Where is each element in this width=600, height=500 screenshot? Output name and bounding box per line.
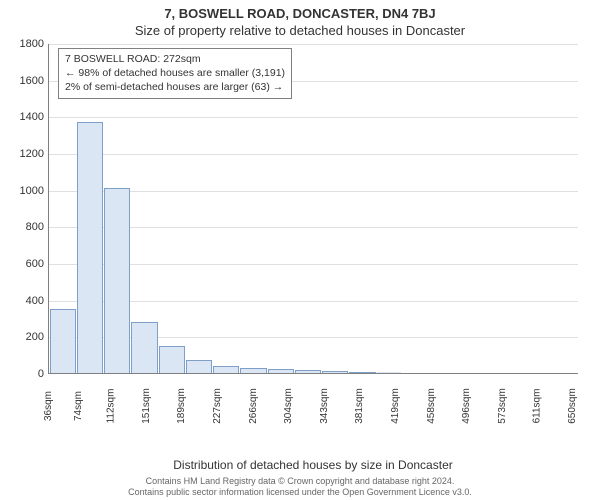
x-tick-label: 496sqm xyxy=(461,388,501,424)
y-tick-label: 400 xyxy=(4,295,44,307)
chart-area: 020040060080010001200140016001800 36sqm7… xyxy=(48,44,578,414)
y-tick-label: 0 xyxy=(4,368,44,380)
x-tick-label: 611sqm xyxy=(532,389,572,424)
histogram-bar xyxy=(131,322,157,373)
page-title: 7, BOSWELL ROAD, DONCASTER, DN4 7BJ xyxy=(0,0,600,21)
annotation-line-1: 7 BOSWELL ROAD: 272sqm xyxy=(65,52,285,66)
histogram-bar xyxy=(159,346,185,374)
page-subtitle: Size of property relative to detached ho… xyxy=(0,21,600,42)
y-tick-label: 1800 xyxy=(4,38,44,50)
histogram-bar xyxy=(268,369,294,373)
x-ticks: 36sqm74sqm112sqm151sqm189sqm227sqm266sqm… xyxy=(48,376,578,416)
y-tick-label: 1000 xyxy=(4,185,44,197)
y-tick-label: 1600 xyxy=(4,75,44,87)
x-tick-label: 304sqm xyxy=(283,388,323,424)
x-tick-label: 650sqm xyxy=(567,388,600,424)
x-tick-label: 227sqm xyxy=(212,388,252,424)
histogram-bar xyxy=(322,371,348,373)
x-tick-label: 419sqm xyxy=(390,388,430,424)
y-tick-label: 1200 xyxy=(4,148,44,160)
histogram-bar xyxy=(240,368,266,374)
x-tick-label: 266sqm xyxy=(247,388,287,424)
y-tick-label: 1400 xyxy=(4,111,44,123)
y-tick-label: 800 xyxy=(4,221,44,233)
x-tick-label: 189sqm xyxy=(176,388,216,424)
footer-attribution: Contains HM Land Registry data © Crown c… xyxy=(0,476,600,499)
histogram-bar xyxy=(349,372,375,373)
histogram-bar xyxy=(77,122,103,373)
x-tick-label: 343sqm xyxy=(319,388,359,424)
footer-line-2: Contains public sector information licen… xyxy=(0,487,600,498)
y-tick-label: 600 xyxy=(4,258,44,270)
annotation-line-3: 2% of semi-detached houses are larger (6… xyxy=(65,80,285,94)
annotation-box: 7 BOSWELL ROAD: 272sqm ← 98% of detached… xyxy=(58,48,292,99)
x-tick-label: 112sqm xyxy=(105,389,145,424)
footer-line-1: Contains HM Land Registry data © Crown c… xyxy=(0,476,600,487)
annotation-line-2: ← 98% of detached houses are smaller (3,… xyxy=(65,66,285,80)
histogram-bar xyxy=(104,188,130,373)
x-tick-label: 458sqm xyxy=(425,388,465,424)
histogram-bar xyxy=(295,370,321,373)
x-axis-label: Distribution of detached houses by size … xyxy=(48,458,578,472)
histogram-bar xyxy=(213,366,239,373)
x-tick-label: 151sqm xyxy=(141,388,181,424)
histogram-bar xyxy=(50,309,76,373)
histogram-bar xyxy=(186,360,212,373)
y-tick-label: 200 xyxy=(4,331,44,343)
x-tick-label: 381sqm xyxy=(354,388,394,424)
histogram-bar xyxy=(377,372,401,373)
